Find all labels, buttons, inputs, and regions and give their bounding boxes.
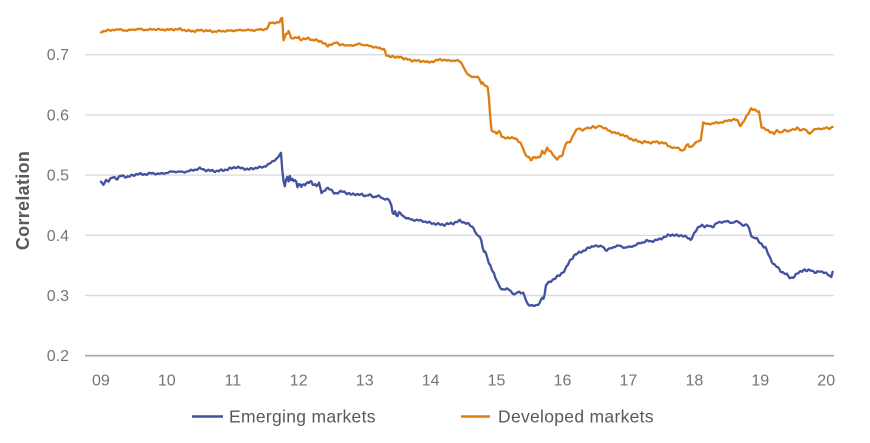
- svg-text:13: 13: [356, 373, 374, 390]
- svg-text:0.7: 0.7: [47, 47, 69, 64]
- svg-text:18: 18: [686, 373, 704, 390]
- svg-text:16: 16: [554, 373, 572, 390]
- svg-text:0.4: 0.4: [47, 228, 69, 245]
- svg-text:0.5: 0.5: [47, 168, 69, 185]
- svg-text:Developed markets: Developed markets: [498, 407, 654, 427]
- svg-text:0.2: 0.2: [47, 348, 69, 365]
- svg-text:09: 09: [92, 373, 110, 390]
- svg-text:20: 20: [817, 373, 835, 390]
- svg-text:14: 14: [422, 373, 440, 390]
- svg-text:Emerging markets: Emerging markets: [229, 407, 376, 427]
- svg-text:19: 19: [751, 373, 769, 390]
- svg-text:Correlation: Correlation: [13, 151, 33, 250]
- svg-text:17: 17: [620, 373, 638, 390]
- svg-text:12: 12: [290, 373, 308, 390]
- svg-text:15: 15: [488, 373, 506, 390]
- svg-text:0.3: 0.3: [47, 288, 69, 305]
- svg-text:0.6: 0.6: [47, 107, 69, 124]
- svg-text:10: 10: [158, 373, 176, 390]
- svg-text:11: 11: [224, 373, 241, 390]
